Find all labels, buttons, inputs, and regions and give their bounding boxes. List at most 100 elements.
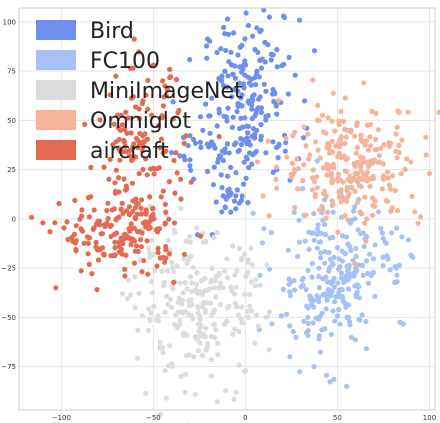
data-point — [47, 229, 53, 235]
data-point — [117, 157, 123, 163]
data-point — [358, 184, 364, 190]
legend-swatch — [36, 140, 76, 160]
data-point — [115, 175, 122, 181]
legend-label: aircraft — [90, 139, 169, 164]
data-point — [389, 230, 395, 236]
data-point — [235, 101, 241, 107]
data-point — [235, 88, 241, 94]
data-point — [242, 369, 248, 375]
data-point — [346, 302, 352, 308]
data-point — [174, 170, 180, 176]
data-point — [217, 280, 224, 286]
data-point — [29, 214, 35, 220]
data-point — [252, 283, 258, 289]
data-point — [228, 209, 234, 215]
data-point — [320, 292, 326, 298]
data-point — [143, 390, 149, 396]
data-point — [160, 350, 166, 356]
data-point — [261, 7, 267, 13]
data-point — [314, 245, 320, 251]
data-point — [258, 137, 264, 143]
data-point — [209, 95, 215, 101]
data-point — [209, 265, 215, 272]
data-point — [348, 184, 355, 190]
data-point — [160, 78, 166, 84]
data-point — [96, 246, 102, 252]
data-point — [324, 172, 330, 178]
data-point — [234, 268, 240, 274]
data-point — [113, 230, 120, 236]
data-point — [219, 78, 225, 84]
data-point — [225, 173, 231, 179]
data-point — [150, 211, 156, 218]
data-point — [394, 155, 400, 161]
data-point — [252, 131, 258, 137]
data-point — [107, 92, 113, 98]
data-point — [85, 195, 91, 201]
data-point — [208, 333, 214, 339]
data-point — [166, 363, 172, 369]
data-point — [297, 369, 303, 375]
data-point — [325, 115, 331, 121]
data-point — [314, 226, 320, 232]
data-point — [324, 297, 330, 303]
data-point — [331, 275, 337, 282]
data-point — [365, 280, 371, 286]
data-point — [160, 103, 166, 109]
data-point — [364, 170, 370, 176]
data-point — [112, 239, 118, 245]
data-point — [249, 262, 255, 268]
data-point — [104, 208, 110, 214]
data-point — [385, 175, 391, 181]
data-point — [399, 234, 405, 240]
data-point — [126, 204, 133, 210]
data-point — [198, 233, 204, 239]
data-point — [183, 353, 189, 359]
data-point — [157, 345, 163, 351]
data-point — [171, 220, 178, 226]
data-point — [216, 133, 222, 140]
data-point — [363, 346, 369, 352]
legend-label: Bird — [90, 19, 134, 44]
data-point — [295, 186, 301, 192]
data-point — [200, 127, 206, 133]
data-point — [338, 108, 344, 114]
data-point — [131, 141, 137, 147]
data-point — [175, 299, 181, 305]
data-point — [237, 64, 243, 70]
data-point — [316, 285, 322, 291]
data-point — [266, 309, 273, 315]
data-point — [358, 231, 364, 237]
data-point — [311, 211, 317, 217]
data-point — [296, 239, 302, 245]
data-point — [157, 340, 163, 346]
data-point — [133, 104, 139, 110]
data-point — [148, 310, 154, 316]
data-point — [307, 152, 313, 158]
data-point — [110, 142, 116, 148]
data-point — [192, 391, 198, 397]
data-point — [332, 318, 338, 324]
data-point — [337, 264, 343, 270]
data-point — [236, 328, 242, 335]
data-point — [199, 352, 205, 359]
data-point — [373, 110, 379, 116]
data-point — [379, 186, 385, 192]
y-tick-label: 50 — [7, 117, 16, 125]
data-point — [86, 214, 92, 220]
data-point — [329, 260, 336, 266]
data-point — [233, 206, 239, 212]
data-point — [216, 285, 222, 291]
data-point — [184, 260, 190, 266]
data-point — [270, 169, 276, 175]
data-point — [239, 255, 245, 261]
y-tick-label: 75 — [7, 68, 16, 76]
data-point — [320, 165, 326, 171]
data-point — [245, 200, 251, 206]
data-point — [378, 225, 384, 231]
data-point — [309, 274, 315, 280]
data-point — [91, 225, 97, 231]
data-point — [299, 277, 305, 283]
series-fc100 — [250, 158, 416, 389]
data-point — [127, 153, 133, 159]
